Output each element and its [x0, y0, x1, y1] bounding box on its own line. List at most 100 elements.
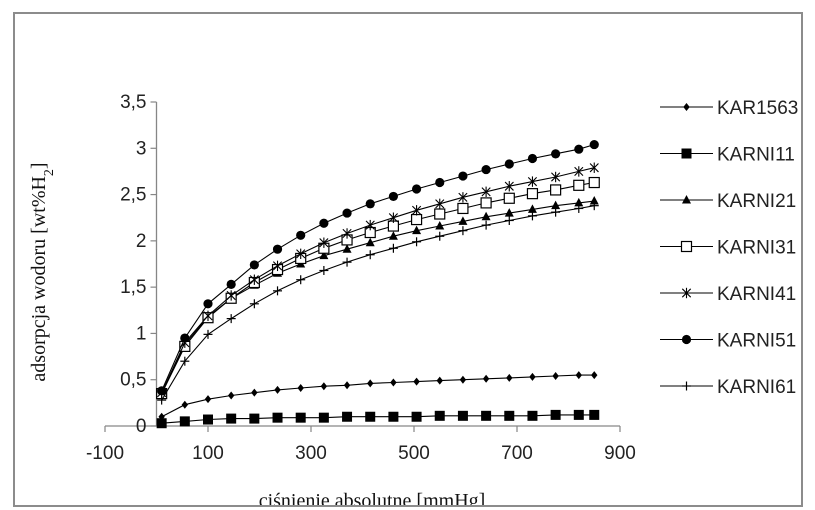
axes [104, 101, 621, 432]
data-point [435, 221, 445, 230]
data-point [434, 208, 446, 220]
line-chart: 0 0,5 1 1,5 2 2,5 3 3,5 -100 100 300 500 700 900 KAR1… [28, 92, 798, 505]
y-tick-label: 1 [136, 323, 147, 344]
data-point [504, 215, 514, 225]
data-point [552, 372, 559, 381]
series-karni51 [157, 139, 599, 396]
data-point [481, 164, 491, 175]
y-tick-label: 0,5 [120, 370, 146, 391]
data-point [435, 231, 445, 241]
data-point [527, 204, 537, 213]
data-point [274, 385, 281, 394]
data-point [457, 202, 469, 215]
chart-frame: 0 0,5 1 1,5 2 2,5 3 3,5 -100 100 300 500 700 900 KAR1… [13, 12, 803, 507]
data-point [272, 244, 283, 254]
data-point [435, 177, 445, 188]
data-point [411, 205, 422, 216]
data-point [412, 225, 422, 235]
data-point [527, 410, 538, 421]
data-point [411, 411, 422, 422]
data-point [203, 299, 213, 309]
legend-entry-karni51: KARNI51 [660, 331, 796, 352]
data-point [203, 310, 213, 322]
data-point [157, 386, 167, 396]
data-point [504, 159, 514, 169]
x-tick-label: 500 [398, 443, 430, 464]
data-point [574, 197, 584, 207]
data-point [251, 388, 258, 397]
data-point [434, 410, 445, 421]
data-point [343, 381, 351, 390]
data-point [365, 250, 375, 260]
data-point [551, 171, 561, 183]
legend-marker [681, 148, 692, 159]
y-tick-label: 1,5 [120, 277, 146, 298]
legend-marker [682, 381, 691, 391]
data-point [412, 237, 422, 247]
data-point [481, 410, 492, 421]
data-point [249, 299, 259, 309]
y-tick-label: 3 [136, 138, 147, 159]
series-line-kar1563 [161, 374, 595, 418]
data-point [411, 184, 422, 194]
data-point [156, 418, 167, 429]
legend-label: KARNI31 [717, 238, 796, 259]
data-point [319, 237, 329, 248]
data-point [575, 371, 582, 380]
data-point [413, 377, 420, 386]
data-point [589, 409, 600, 420]
data-point [181, 400, 189, 409]
data-point [319, 250, 329, 260]
data-point [481, 186, 491, 197]
x-tick-label: 900 [604, 443, 636, 464]
data-point [458, 216, 468, 225]
data-point [551, 149, 561, 159]
data-point [272, 412, 283, 423]
data-point [227, 391, 235, 400]
legend-marker [681, 287, 692, 299]
data-point [249, 413, 260, 424]
data-point [180, 333, 190, 343]
legend-entry-karni11: KARNI11 [660, 145, 795, 166]
data-point [529, 372, 536, 381]
data-point [435, 198, 445, 210]
series-karni41 [157, 162, 599, 398]
data-point [480, 197, 492, 209]
tick-labels: 0 0,5 1 1,5 2 2,5 3 3,5 -100 100 300 500 700 900 [86, 92, 636, 464]
data-point [203, 414, 213, 425]
data-point [574, 166, 584, 177]
data-point [482, 374, 490, 383]
data-point [388, 243, 398, 253]
data-point [388, 231, 398, 240]
y-tick-label: 0 [136, 416, 147, 437]
data-point [203, 329, 213, 339]
data-point [591, 371, 598, 380]
data-point [273, 286, 283, 296]
data-point [504, 181, 514, 192]
data-point [249, 260, 259, 270]
legend-label: KARNI41 [717, 284, 796, 305]
data-point [295, 412, 306, 423]
legend-label: KARNI11 [717, 145, 795, 166]
y-tick-label: 2,5 [120, 185, 146, 206]
data-point [204, 395, 212, 404]
data-point [589, 139, 599, 150]
legend-marker [683, 103, 690, 111]
x-tick-label: 300 [295, 443, 327, 464]
y-tick-label: 3,5 [120, 92, 146, 113]
data-point [319, 218, 329, 228]
data-point [296, 248, 306, 260]
data-point [249, 274, 259, 285]
data-point [589, 201, 599, 211]
x-tick-label: -100 [86, 443, 124, 464]
data-point [551, 200, 561, 210]
data-point [588, 176, 600, 189]
data-point [458, 226, 468, 236]
legend-marker [682, 195, 691, 204]
data-point [589, 196, 599, 205]
data-point [410, 213, 423, 226]
legend-label: KARNI61 [717, 377, 796, 398]
data-point [550, 409, 561, 420]
data-point [226, 279, 236, 289]
series-group [156, 139, 600, 429]
